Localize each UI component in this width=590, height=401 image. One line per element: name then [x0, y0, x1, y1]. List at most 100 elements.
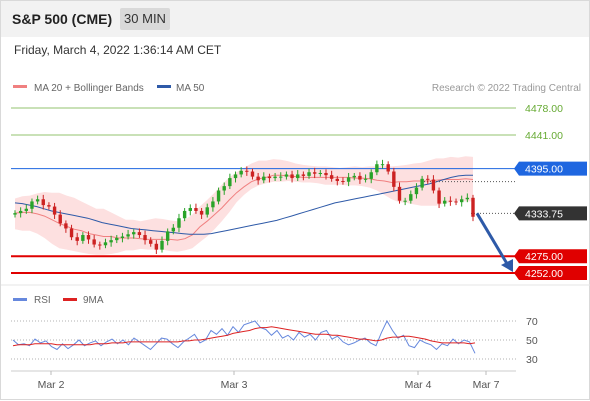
projection-arrow	[475, 212, 513, 272]
rsi-ma-legend-swatch	[63, 298, 77, 301]
candle-body	[52, 206, 57, 215]
candle-body	[397, 186, 402, 201]
candle-body	[409, 194, 413, 201]
candle-body	[369, 172, 373, 179]
rsi-legend: RSI 9MA	[13, 295, 104, 306]
candle-body	[41, 199, 45, 206]
candle-body	[437, 190, 441, 204]
candle-body	[459, 199, 464, 203]
resistance-2-label: 4478.00	[525, 103, 563, 115]
candle-body	[262, 176, 266, 181]
pivot-tag	[514, 161, 587, 176]
x-tick-label: Mar 4	[405, 379, 432, 391]
candle-body	[98, 244, 102, 246]
candle-body	[13, 213, 17, 215]
rsi-tick-label: 30	[526, 354, 538, 366]
candle-body	[346, 177, 351, 182]
ma20-line	[14, 174, 474, 241]
candle-body	[420, 178, 424, 188]
candle-body	[290, 174, 294, 179]
candle-body	[267, 176, 272, 179]
candle-body	[403, 200, 407, 202]
support-2-tag	[514, 266, 587, 280]
support-1-tag	[514, 249, 587, 264]
instrument-title: S&P 500 (CME)	[12, 11, 113, 27]
level-lines	[11, 107, 516, 274]
candle-body	[239, 170, 243, 175]
candle-body	[86, 235, 91, 240]
candle-body	[92, 239, 96, 245]
rsi-tick-label: 50	[526, 335, 538, 347]
candle-body	[64, 223, 68, 229]
candle-body	[109, 240, 113, 243]
candle-body	[194, 208, 198, 211]
candle-body	[126, 234, 130, 237]
candle-body	[58, 214, 62, 224]
candle-body	[18, 210, 23, 214]
candle-body	[307, 172, 311, 176]
candle-body	[182, 210, 187, 219]
x-tick-label: Mar 2	[38, 379, 65, 391]
candle-body	[329, 175, 334, 179]
candle-body	[154, 243, 159, 250]
candle-body	[165, 231, 170, 241]
candle-body	[69, 228, 74, 238]
candle-body	[35, 199, 40, 202]
candle-body	[24, 208, 29, 211]
ma20-legend-swatch	[13, 85, 27, 88]
bollinger-fill	[15, 156, 473, 255]
candle-body	[149, 240, 153, 244]
last-price-label: 4333.75	[525, 208, 563, 220]
candle-body	[205, 207, 209, 215]
candle-body	[363, 178, 368, 180]
candle-body	[471, 197, 475, 217]
candle-body	[358, 175, 362, 180]
candle-body	[380, 164, 385, 166]
candle-body	[256, 176, 260, 181]
ma50-legend-swatch	[157, 85, 171, 88]
price-legend: MA 20 + Bollinger Bands MA 50 Research ©…	[13, 83, 581, 94]
candle-body	[137, 232, 142, 236]
candle-body	[47, 205, 51, 207]
candle-body	[273, 176, 277, 179]
candle-body	[188, 208, 192, 211]
candle-body	[312, 172, 317, 174]
timeframe-button[interactable]: 30 MIN	[120, 8, 170, 30]
candle-body	[103, 242, 108, 246]
candle-body	[465, 197, 470, 200]
candle-body	[75, 237, 79, 241]
candle-body	[211, 201, 215, 208]
x-axis: Mar 2 Mar 3 Mar 4 Mar 7	[38, 371, 500, 391]
candle-body	[245, 170, 249, 172]
candle-body	[301, 174, 306, 176]
candle-body	[143, 235, 147, 241]
candle-body	[392, 171, 396, 187]
chart-datetime: Friday, March 4, 2022 1:36:14 AM CET	[14, 43, 222, 57]
candle-body	[216, 190, 221, 202]
rsi-grid: 30 50 70	[11, 316, 538, 366]
rsi-line	[12, 319, 476, 354]
candle-body	[324, 172, 328, 176]
ma50-line	[14, 174, 473, 235]
support-1-label: 4275.00	[525, 251, 563, 263]
resistance-1-label: 4441.00	[525, 130, 563, 142]
candle-body	[352, 175, 356, 178]
level-tags: 4478.00 4441.00 4395.00 4333.75 4275.00 4252.…	[514, 103, 587, 280]
candle-body	[431, 179, 436, 191]
candle-body	[335, 178, 339, 182]
x-tick-label: Mar 3	[221, 379, 248, 391]
candle-body	[296, 174, 300, 179]
candle-body	[115, 237, 119, 241]
projection-arrowhead	[501, 259, 513, 272]
candle-body	[386, 164, 390, 172]
candle-body	[448, 200, 453, 202]
candle-body	[284, 174, 289, 177]
rsi-legend-label: RSI	[34, 295, 51, 306]
x-tick-label: Mar 7	[473, 379, 500, 391]
candle-body	[375, 164, 379, 173]
projection-line	[475, 212, 511, 268]
candle-body	[279, 176, 283, 178]
candle-body	[426, 178, 430, 180]
candle-body	[454, 201, 458, 203]
